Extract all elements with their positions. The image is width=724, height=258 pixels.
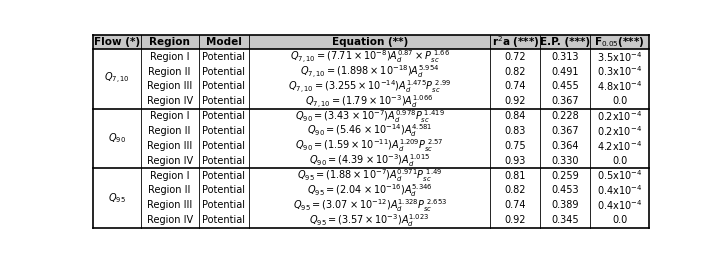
- Text: 0.453: 0.453: [552, 186, 579, 196]
- Text: 4.2x10$^{-4}$: 4.2x10$^{-4}$: [597, 139, 642, 153]
- Text: Region III: Region III: [147, 81, 193, 91]
- Text: 0.367: 0.367: [552, 96, 579, 106]
- Text: Potential: Potential: [202, 156, 245, 166]
- Text: 0.83: 0.83: [505, 126, 526, 136]
- Text: Region I: Region I: [150, 111, 190, 121]
- Text: 0.74: 0.74: [505, 81, 526, 91]
- Text: Region IV: Region IV: [147, 156, 193, 166]
- Text: Potential: Potential: [202, 171, 245, 181]
- Text: 0.3x10$^{-4}$: 0.3x10$^{-4}$: [597, 64, 642, 78]
- Text: Potential: Potential: [202, 126, 245, 136]
- Text: 0.92: 0.92: [505, 96, 526, 106]
- Text: 0.367: 0.367: [552, 126, 579, 136]
- Text: 0.0: 0.0: [612, 215, 627, 225]
- Text: $Q_{90} = (1.59 \times 10^{-11})A_d^{1.209}P_{sc}^{\ 2.57}$: $Q_{90} = (1.59 \times 10^{-11})A_d^{1.2…: [295, 138, 444, 154]
- Text: 0.82: 0.82: [505, 186, 526, 196]
- Text: 4.8x10$^{-4}$: 4.8x10$^{-4}$: [597, 79, 642, 93]
- Text: $Q_{7,10}$: $Q_{7,10}$: [104, 71, 130, 86]
- Text: 0.2x10$^{-4}$: 0.2x10$^{-4}$: [597, 109, 642, 123]
- Text: $Q_{90} = (3.43 \times 10^{-7})A_d^{0.978}P_{sc}^{\ 1.419}$: $Q_{90} = (3.43 \times 10^{-7})A_d^{0.97…: [295, 108, 445, 125]
- Text: Region II: Region II: [148, 67, 191, 77]
- Text: 0.364: 0.364: [552, 141, 579, 151]
- Text: Potential: Potential: [202, 81, 245, 91]
- Text: Equation (**): Equation (**): [332, 37, 408, 47]
- Text: Region I: Region I: [150, 52, 190, 62]
- Text: Potential: Potential: [202, 141, 245, 151]
- Text: $Q_{95} = (2.04 \times 10^{-16})A_d^{5.346}$: $Q_{95} = (2.04 \times 10^{-16})A_d^{5.3…: [307, 182, 432, 199]
- Text: 0.92: 0.92: [505, 215, 526, 225]
- Text: Potential: Potential: [202, 200, 245, 210]
- Text: $Q_{7,10} = (3.255 \times 10^{-14})A_d^{1.475}P_{sc}^{\ 2.99}$: $Q_{7,10} = (3.255 \times 10^{-14})A_d^{…: [288, 78, 451, 95]
- Text: Region II: Region II: [148, 126, 191, 136]
- Text: Potential: Potential: [202, 186, 245, 196]
- Text: Region II: Region II: [148, 186, 191, 196]
- Text: Model: Model: [206, 37, 242, 47]
- Text: Potential: Potential: [202, 96, 245, 106]
- Text: 0.4x10$^{-4}$: 0.4x10$^{-4}$: [597, 198, 642, 212]
- Text: 0.228: 0.228: [552, 111, 579, 121]
- Text: Region III: Region III: [147, 141, 193, 151]
- Text: $Q_{7,10} = (1.898 \times 10^{-18})A_d^{5.954}$: $Q_{7,10} = (1.898 \times 10^{-18})A_d^{…: [300, 63, 439, 80]
- Bar: [93, 35, 649, 49]
- Text: 0.4x10$^{-4}$: 0.4x10$^{-4}$: [597, 183, 642, 197]
- Text: 0.491: 0.491: [552, 67, 579, 77]
- Text: $Q_{90} = (5.46 \times 10^{-14})A_d^{4.581}$: $Q_{90} = (5.46 \times 10^{-14})A_d^{4.5…: [307, 123, 432, 139]
- Text: 0.93: 0.93: [505, 156, 526, 166]
- Text: 0.81: 0.81: [505, 171, 526, 181]
- Text: 0.259: 0.259: [552, 171, 579, 181]
- Text: 3.5x10$^{-4}$: 3.5x10$^{-4}$: [597, 50, 642, 63]
- Text: r$^2$a (***): r$^2$a (***): [492, 34, 539, 50]
- Text: $Q_{95} = (3.07 \times 10^{-12})A_d^{1.328}P_{sc}^{\ 2.653}$: $Q_{95} = (3.07 \times 10^{-12})A_d^{1.3…: [292, 197, 447, 214]
- Text: $Q_{95} = (3.57 \times 10^{-3})A_d^{1.023}$: $Q_{95} = (3.57 \times 10^{-3})A_d^{1.02…: [309, 212, 430, 229]
- Text: $Q_{90}$: $Q_{90}$: [108, 132, 126, 145]
- Text: Region IV: Region IV: [147, 215, 193, 225]
- Text: 0.2x10$^{-4}$: 0.2x10$^{-4}$: [597, 124, 642, 138]
- Text: E.P. (***): E.P. (***): [540, 37, 591, 47]
- Text: 0.0: 0.0: [612, 156, 627, 166]
- Text: Flow (*): Flow (*): [94, 37, 140, 47]
- Text: 0.389: 0.389: [552, 200, 579, 210]
- Text: $Q_{95} = (1.88 \times 10^{-7})A_d^{0.971}P_{sc}^{\ 1.49}$: $Q_{95} = (1.88 \times 10^{-7})A_d^{0.97…: [297, 167, 442, 184]
- Text: Region I: Region I: [150, 171, 190, 181]
- Text: 0.82: 0.82: [505, 67, 526, 77]
- Text: 0.313: 0.313: [552, 52, 579, 62]
- Text: 0.345: 0.345: [552, 215, 579, 225]
- Text: 0.75: 0.75: [505, 141, 526, 151]
- Text: Region IV: Region IV: [147, 96, 193, 106]
- Text: Potential: Potential: [202, 67, 245, 77]
- Text: F$_{0.05}$(***): F$_{0.05}$(***): [594, 35, 645, 49]
- Text: Potential: Potential: [202, 111, 245, 121]
- Text: 0.455: 0.455: [552, 81, 579, 91]
- Text: $Q_{90} = (4.39 \times 10^{-3})A_d^{1.015}$: $Q_{90} = (4.39 \times 10^{-3})A_d^{1.01…: [309, 152, 430, 169]
- Text: 0.74: 0.74: [505, 200, 526, 210]
- Text: Potential: Potential: [202, 52, 245, 62]
- Text: 0.5x10$^{-4}$: 0.5x10$^{-4}$: [597, 169, 642, 182]
- Text: $Q_{95}$: $Q_{95}$: [108, 191, 126, 205]
- Text: $Q_{7,10} = (7.71 \times 10^{-8})A_d^{0.87} \times P_{sc}^{\ 1.66}$: $Q_{7,10} = (7.71 \times 10^{-8})A_d^{0.…: [290, 48, 450, 65]
- Text: Region: Region: [149, 37, 190, 47]
- Text: Region III: Region III: [147, 200, 193, 210]
- Text: 0.330: 0.330: [552, 156, 579, 166]
- Text: 0.0: 0.0: [612, 96, 627, 106]
- Text: Potential: Potential: [202, 215, 245, 225]
- Text: 0.72: 0.72: [505, 52, 526, 62]
- Text: $Q_{7,10} = (1.79 \times 10^{-3})A_d^{1.066}$: $Q_{7,10} = (1.79 \times 10^{-3})A_d^{1.…: [306, 93, 434, 110]
- Text: 0.84: 0.84: [505, 111, 526, 121]
